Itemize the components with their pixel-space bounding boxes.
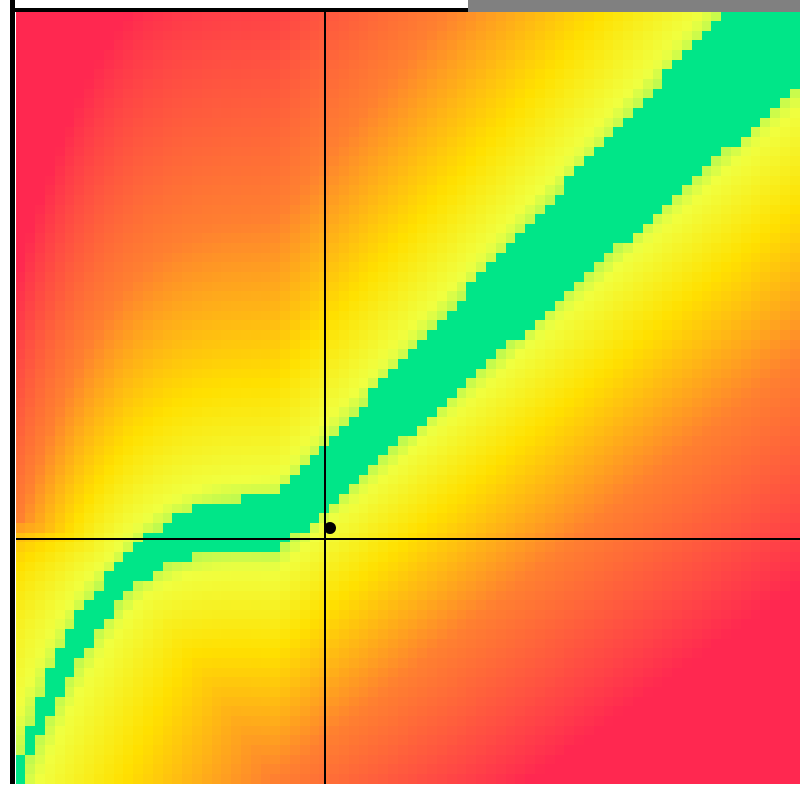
figure-container bbox=[0, 0, 800, 800]
origin-marker bbox=[324, 522, 336, 534]
frame-top-border-gray bbox=[468, 0, 800, 12]
crosshair-horizontal bbox=[16, 538, 800, 540]
frame-left-border bbox=[10, 0, 15, 784]
crosshair-vertical bbox=[324, 12, 326, 784]
frame-top-border-black bbox=[10, 8, 468, 12]
heatmap-canvas bbox=[16, 12, 800, 784]
